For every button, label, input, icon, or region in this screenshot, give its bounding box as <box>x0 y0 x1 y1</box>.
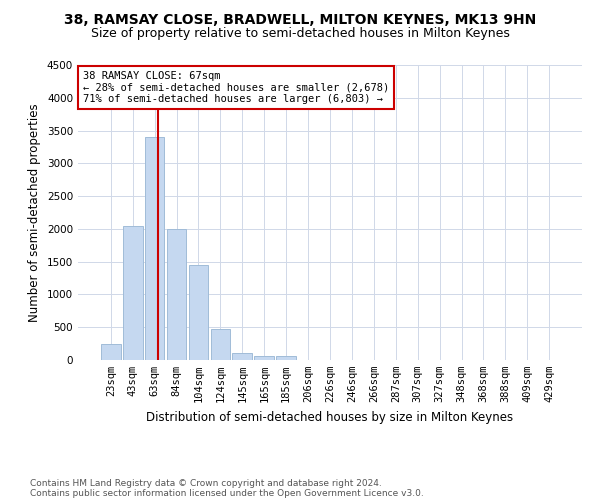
Text: 38 RAMSAY CLOSE: 67sqm
← 28% of semi-detached houses are smaller (2,678)
71% of : 38 RAMSAY CLOSE: 67sqm ← 28% of semi-det… <box>83 71 389 104</box>
Bar <box>211 328 230 360</box>
Bar <box>167 229 187 360</box>
Text: Contains HM Land Registry data © Crown copyright and database right 2024.: Contains HM Land Registry data © Crown c… <box>30 478 382 488</box>
Bar <box>101 344 121 360</box>
Bar <box>232 354 252 360</box>
Bar <box>276 356 296 360</box>
Bar <box>123 226 143 360</box>
X-axis label: Distribution of semi-detached houses by size in Milton Keynes: Distribution of semi-detached houses by … <box>146 410 514 424</box>
Bar <box>254 356 274 360</box>
Text: Size of property relative to semi-detached houses in Milton Keynes: Size of property relative to semi-detach… <box>91 28 509 40</box>
Bar <box>145 137 164 360</box>
Text: 38, RAMSAY CLOSE, BRADWELL, MILTON KEYNES, MK13 9HN: 38, RAMSAY CLOSE, BRADWELL, MILTON KEYNE… <box>64 12 536 26</box>
Text: Contains public sector information licensed under the Open Government Licence v3: Contains public sector information licen… <box>30 488 424 498</box>
Bar <box>188 265 208 360</box>
Y-axis label: Number of semi-detached properties: Number of semi-detached properties <box>28 103 41 322</box>
